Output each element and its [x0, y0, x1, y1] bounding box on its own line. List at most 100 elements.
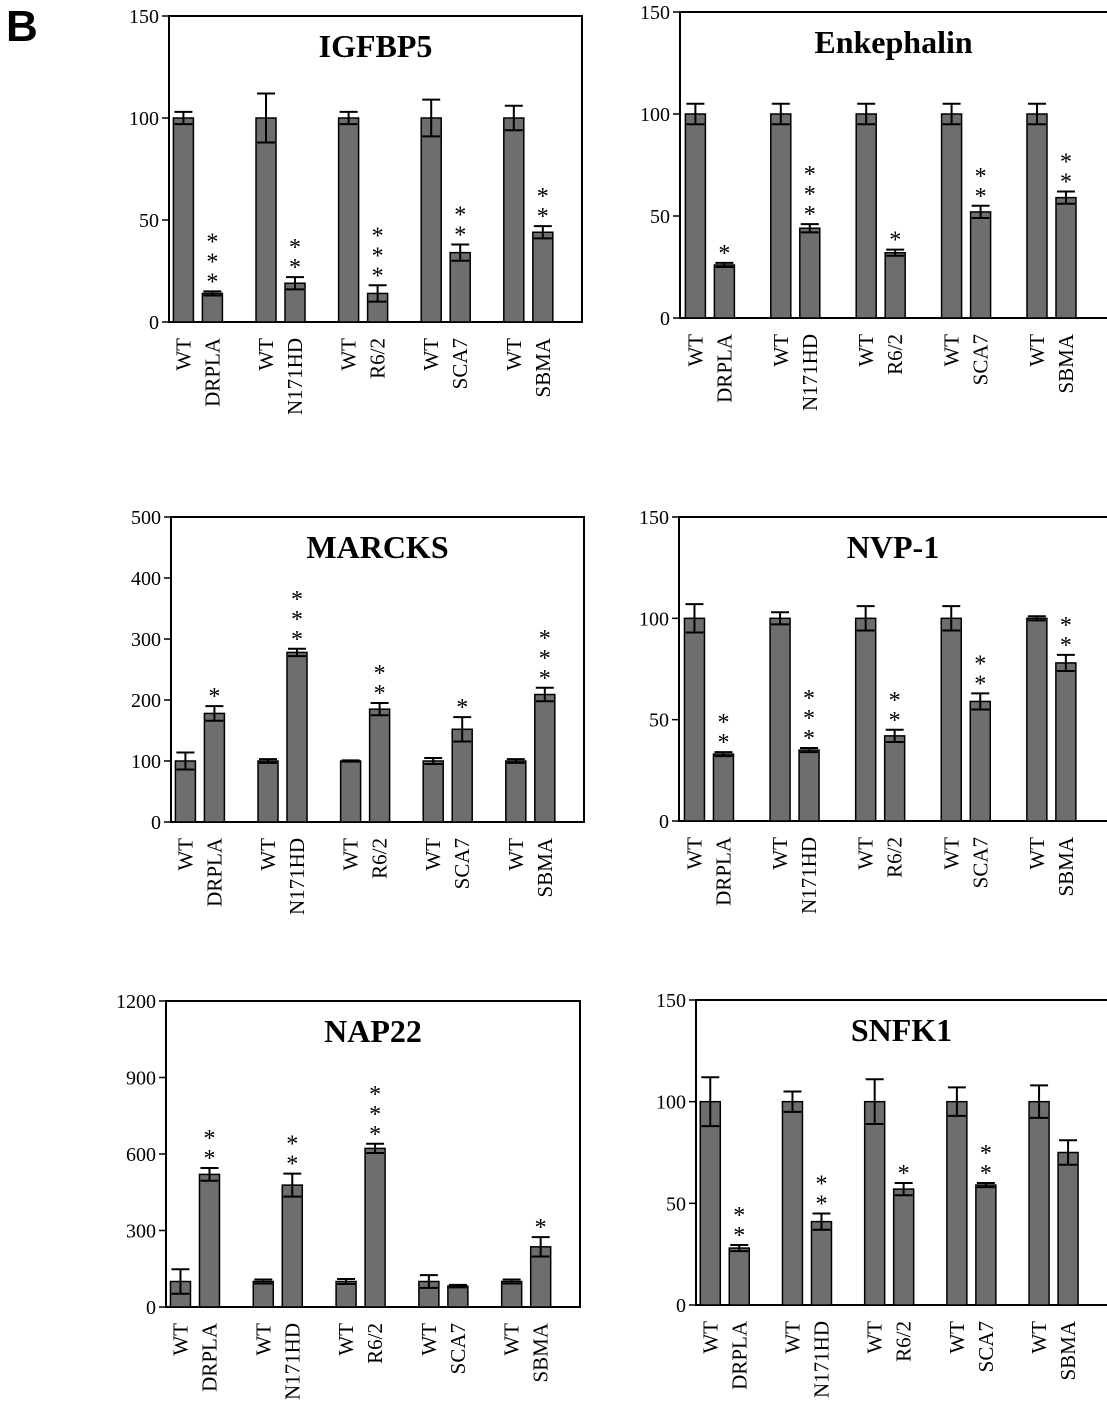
bar	[422, 760, 444, 823]
significance-marker: *	[286, 1152, 298, 1178]
x-tick-label: R6/2	[368, 838, 392, 879]
bar	[339, 760, 362, 823]
bar	[781, 1100, 804, 1306]
significance-marker: *	[975, 164, 987, 190]
bar	[451, 728, 473, 823]
bar	[728, 1247, 751, 1306]
x-tick-label: SCA7	[446, 1323, 470, 1374]
bar	[1026, 617, 1048, 822]
significance-marker: *	[1060, 150, 1072, 176]
significance-marker: *	[372, 243, 384, 269]
x-tick-label: WT	[500, 1323, 524, 1356]
bar	[335, 1280, 357, 1308]
significance-marker: *	[206, 249, 218, 275]
x-tick-label: SCA7	[974, 1321, 998, 1372]
bar	[1055, 196, 1077, 319]
significance-marker: *	[539, 626, 551, 652]
x-tick-label: WT	[171, 338, 195, 371]
x-tick-label: WT	[504, 838, 528, 871]
y-tick-label: 50	[666, 1193, 686, 1215]
bar	[1055, 662, 1077, 822]
bar	[892, 1188, 915, 1306]
chart-title: NVP-1	[847, 529, 939, 565]
x-tick-label: R6/2	[892, 1321, 916, 1362]
x-tick-label: N171HD	[809, 1321, 833, 1398]
bar	[799, 227, 821, 319]
significance-marker: *	[372, 223, 384, 249]
x-tick-label: WT	[769, 334, 793, 367]
x-tick-label: WT	[417, 1323, 441, 1356]
x-tick-label: N171HD	[798, 334, 822, 411]
significance-marker: *	[291, 587, 303, 613]
chart-title: MARCKS	[306, 529, 448, 565]
bar	[534, 693, 556, 823]
bar	[946, 1100, 968, 1306]
x-tick-label: WT	[339, 838, 363, 871]
significance-marker: *	[539, 666, 551, 692]
x-tick-label: SBMA	[1054, 836, 1078, 896]
bar	[368, 708, 391, 823]
chart-title: Enkephalin	[814, 24, 973, 60]
bar	[198, 1173, 221, 1308]
x-tick-label: SBMA	[1056, 1320, 1080, 1380]
significance-marker: *	[733, 1203, 745, 1229]
x-tick-label: SCA7	[450, 838, 474, 889]
significance-marker: *	[1060, 633, 1072, 659]
bar	[420, 117, 442, 323]
x-tick-label: R6/2	[366, 338, 390, 379]
x-tick-label: R6/2	[883, 334, 907, 375]
significance-marker: *	[539, 646, 551, 672]
chart-title: IGFBP5	[319, 28, 433, 64]
significance-marker: *	[898, 1161, 910, 1187]
significance-marker: *	[980, 1141, 992, 1167]
plot-frame	[165, 1000, 581, 1308]
significance-marker: *	[203, 1146, 215, 1172]
y-tick-label: 100	[129, 108, 159, 130]
x-tick-label: DRPLA	[727, 1320, 751, 1390]
bar	[286, 651, 308, 823]
significance-marker: *	[289, 255, 301, 281]
significance-marker: *	[374, 681, 386, 707]
x-tick-label: WT	[698, 1321, 722, 1354]
bar	[975, 1184, 997, 1306]
x-tick-label: WT	[863, 1321, 887, 1354]
significance-marker: *	[537, 184, 549, 210]
bar	[940, 113, 963, 319]
y-tick-label: 0	[660, 308, 670, 330]
y-tick-label: 100	[656, 1092, 686, 1114]
significance-marker: *	[803, 686, 815, 712]
significance-marker: *	[804, 162, 816, 188]
x-tick-label: WT	[940, 334, 964, 367]
significance-marker: *	[889, 708, 901, 734]
x-tick-label: DRPLA	[197, 1322, 221, 1392]
x-tick-label: DRPLA	[200, 337, 224, 407]
significance-marker: *	[289, 235, 301, 261]
significance-marker: *	[374, 661, 386, 687]
x-tick-label: WT	[945, 1321, 969, 1354]
significance-marker: *	[369, 1102, 381, 1128]
y-tick-label: 100	[639, 608, 669, 630]
x-tick-label: DRPLA	[202, 837, 226, 907]
bar	[798, 749, 820, 822]
x-tick-label: WT	[419, 338, 443, 371]
bar	[683, 617, 706, 822]
y-tick-label: 500	[131, 507, 161, 529]
significance-marker: *	[208, 684, 220, 710]
y-tick-label: 0	[149, 312, 159, 334]
y-tick-label: 300	[126, 1221, 156, 1243]
significance-marker: *	[454, 202, 466, 228]
x-tick-label: WT	[1025, 334, 1049, 367]
bar	[201, 292, 224, 323]
y-tick-label: 150	[639, 507, 669, 529]
bar	[969, 211, 992, 319]
x-tick-label: WT	[1027, 1321, 1051, 1354]
x-tick-label: WT	[854, 837, 878, 870]
significance-marker: *	[1060, 170, 1072, 196]
bar	[770, 113, 792, 319]
bar	[505, 760, 527, 823]
bar	[281, 1184, 304, 1308]
significance-marker: *	[974, 651, 986, 677]
x-tick-label: WT	[168, 1323, 192, 1356]
